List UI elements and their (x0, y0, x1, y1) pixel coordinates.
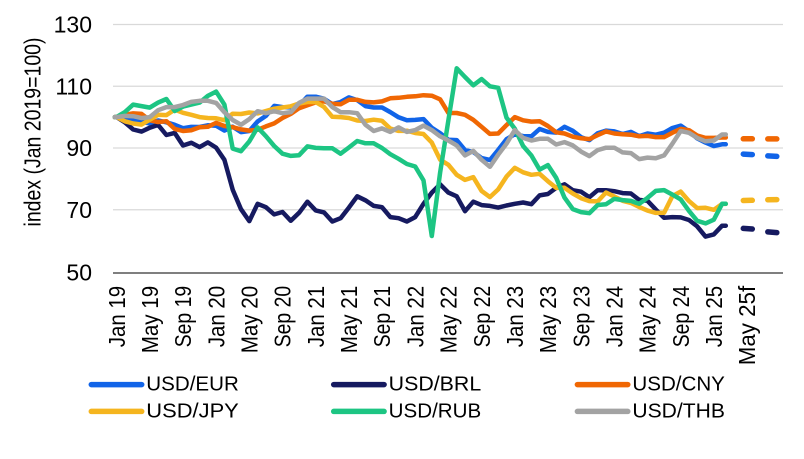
svg-text:110: 110 (55, 74, 92, 100)
svg-text:USD/THB: USD/THB (632, 400, 725, 423)
svg-text:Jan 19: Jan 19 (104, 286, 130, 348)
svg-text:Jan 21: Jan 21 (303, 286, 329, 348)
svg-text:Jan 25: Jan 25 (701, 286, 727, 348)
svg-text:Jan 20: Jan 20 (203, 286, 229, 348)
svg-text:50: 50 (66, 259, 92, 285)
svg-text:May 19: May 19 (137, 286, 163, 354)
svg-text:May 22: May 22 (436, 286, 462, 354)
svg-text:Sep 19: Sep 19 (170, 286, 196, 348)
svg-text:Jan 23: Jan 23 (502, 286, 528, 348)
svg-text:USD/CNY: USD/CNY (632, 373, 725, 396)
svg-text:May 25f: May 25f (734, 285, 760, 365)
svg-text:130: 130 (54, 12, 92, 38)
svg-text:Sep 22: Sep 22 (469, 286, 495, 348)
svg-text:Sep 24: Sep 24 (668, 286, 694, 348)
svg-text:USD/RUB: USD/RUB (389, 400, 482, 423)
svg-text:May 24: May 24 (635, 286, 661, 354)
svg-text:Jan 22: Jan 22 (402, 286, 428, 348)
svg-text:May 23: May 23 (535, 286, 561, 354)
svg-text:USD/BRL: USD/BRL (389, 373, 482, 396)
svg-text:90: 90 (66, 135, 92, 161)
svg-text:USD/EUR: USD/EUR (146, 373, 239, 396)
svg-text:May 20: May 20 (237, 286, 263, 354)
svg-text:Sep 23: Sep 23 (568, 286, 594, 348)
svg-text:Jan 24: Jan 24 (602, 286, 628, 348)
svg-text:USD/JPY: USD/JPY (146, 400, 239, 423)
svg-text:70: 70 (66, 197, 92, 223)
svg-text:Sep 21: Sep 21 (369, 286, 395, 348)
svg-text:Sep 20: Sep 20 (270, 286, 296, 348)
svg-text:index (Jan 2019=100): index (Jan 2019=100) (20, 38, 46, 227)
svg-text:May 21: May 21 (336, 286, 362, 354)
